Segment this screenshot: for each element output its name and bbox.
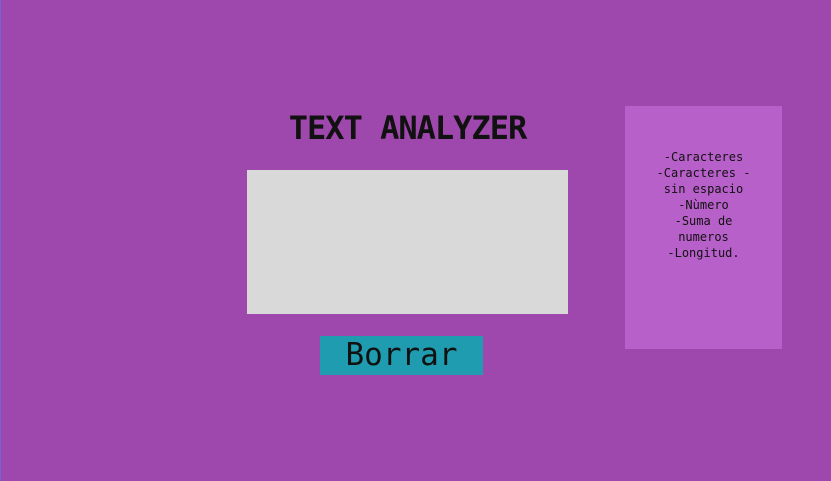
stat-sum-of-numbers: -Suma de numeros (674, 214, 733, 244)
stat-characters-no-spaces: -Caracteres - sin espacio (656, 166, 751, 196)
page-title: TEXT ANALYZER (288, 109, 527, 147)
stat-number: -Nùmero (678, 198, 729, 212)
stats-panel: -Caracteres -Caracteres - sin espacio -N… (625, 106, 782, 349)
stats-list: -Caracteres -Caracteres - sin espacio -N… (625, 149, 782, 261)
stat-length: -Longitud. (667, 246, 740, 260)
clear-button[interactable]: Borrar (320, 336, 483, 375)
text-input[interactable] (247, 170, 568, 314)
stat-characters: -Caracteres (663, 150, 744, 164)
